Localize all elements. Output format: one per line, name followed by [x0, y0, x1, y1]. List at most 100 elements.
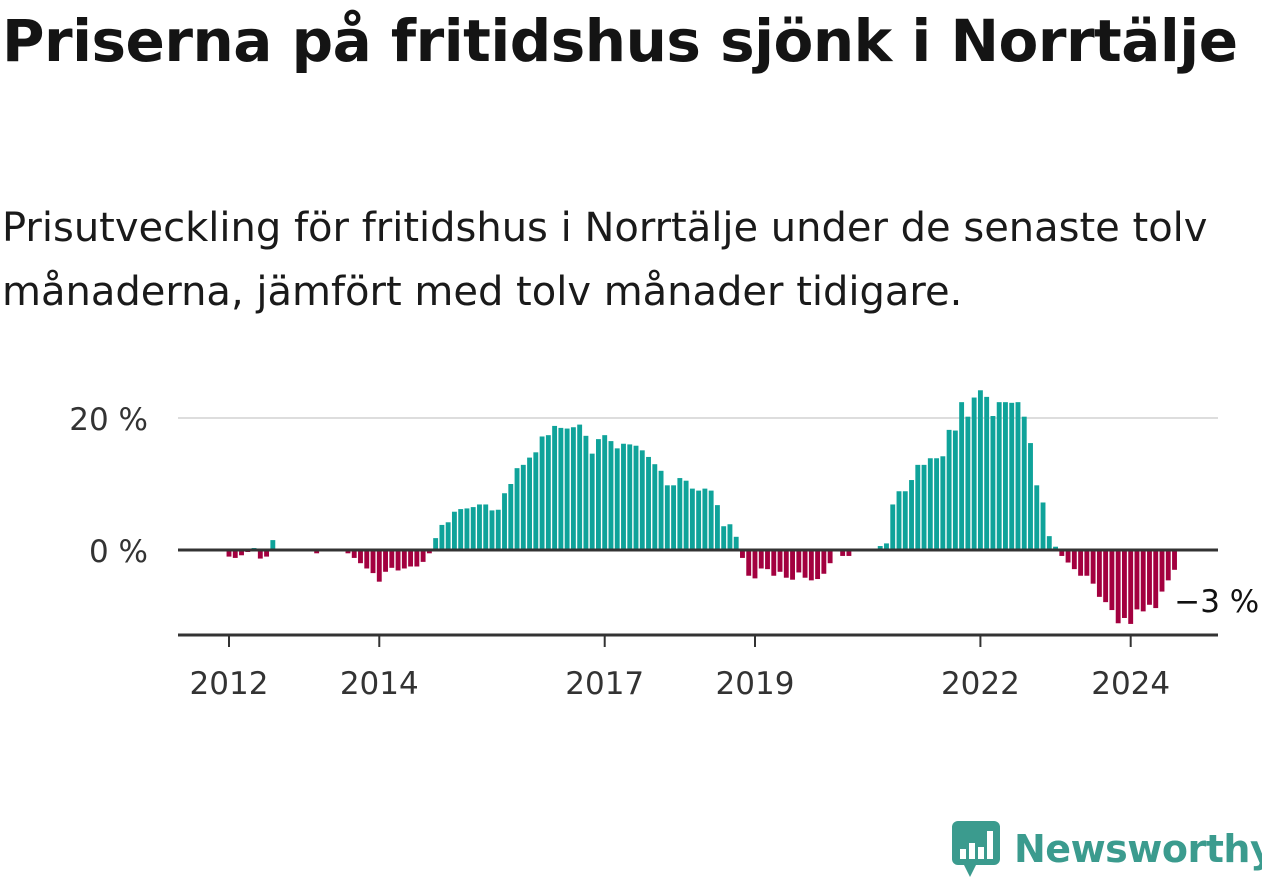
bar — [345, 550, 351, 554]
bar — [1046, 536, 1052, 550]
bar — [1115, 550, 1121, 624]
bar — [420, 550, 426, 562]
bar — [477, 504, 482, 550]
x-tick-label: 2017 — [565, 666, 644, 702]
bar — [671, 485, 677, 550]
bar — [1140, 550, 1146, 612]
bar — [808, 550, 814, 581]
bar — [977, 390, 983, 550]
bar — [433, 538, 439, 550]
bar — [239, 550, 244, 556]
bar — [408, 550, 414, 567]
y-tick-label: 20 % — [69, 402, 148, 438]
bar — [639, 450, 645, 550]
bar — [677, 478, 683, 550]
bar — [890, 504, 896, 550]
bar — [1109, 550, 1115, 611]
bar — [627, 444, 633, 550]
bar — [539, 436, 545, 550]
bar — [921, 464, 927, 550]
bar — [439, 524, 445, 550]
bar — [545, 435, 551, 550]
bar — [226, 550, 232, 557]
bar — [1021, 416, 1027, 550]
bar — [771, 550, 777, 576]
bar — [621, 443, 626, 550]
x-tick-label: 2012 — [190, 666, 269, 702]
bar — [821, 550, 827, 574]
bar — [1134, 550, 1140, 610]
bar — [596, 439, 601, 550]
bar — [1059, 550, 1065, 556]
bar — [314, 550, 320, 554]
bar-chart: 0 % 20 % 2012 2014 2017 2019 2022 2024 −3 % — [69, 390, 1260, 702]
bar — [633, 445, 639, 550]
bar — [608, 441, 614, 550]
bar — [508, 484, 514, 550]
bar — [520, 464, 526, 550]
bar — [721, 526, 727, 550]
bar — [984, 396, 990, 550]
bar — [646, 456, 651, 550]
bar — [401, 550, 407, 569]
bar — [1128, 550, 1134, 624]
bar — [1040, 502, 1046, 550]
bar — [965, 416, 971, 550]
bar — [952, 430, 958, 550]
bar — [1153, 550, 1159, 609]
bar — [1090, 550, 1096, 584]
chart-subtitle: Prisutveckling för fritidshus i Norrtälj… — [2, 205, 1208, 315]
bar — [589, 453, 595, 550]
bar — [1034, 485, 1040, 550]
bar — [270, 540, 276, 550]
bar — [752, 550, 758, 579]
bar — [1147, 550, 1152, 605]
bar — [570, 427, 576, 550]
bar — [364, 550, 370, 569]
bar — [683, 480, 689, 550]
bar — [232, 550, 238, 558]
bar — [714, 505, 720, 550]
bar — [827, 550, 833, 564]
bar — [934, 458, 940, 550]
bar — [971, 397, 977, 550]
bar — [533, 452, 539, 550]
bar — [846, 550, 852, 556]
bar — [583, 435, 589, 550]
bar — [495, 509, 501, 550]
bar — [783, 550, 789, 578]
bar — [1096, 550, 1102, 597]
bar — [746, 550, 752, 576]
bar — [1053, 546, 1058, 550]
bar — [815, 550, 821, 580]
bar — [1065, 550, 1071, 563]
bar — [1078, 550, 1084, 576]
bar — [470, 507, 476, 550]
bar — [1009, 402, 1015, 550]
bar — [1028, 443, 1033, 550]
bar — [370, 550, 376, 574]
bar — [1172, 550, 1177, 570]
bar — [946, 429, 952, 550]
bar — [552, 425, 558, 550]
bar — [996, 402, 1002, 550]
newsworthy-logo: Newsworthy — [950, 818, 1262, 880]
bar — [740, 550, 745, 558]
bar — [765, 550, 770, 570]
bar — [376, 550, 382, 582]
bar — [902, 491, 908, 550]
bar — [758, 550, 764, 569]
x-tick-label: 2014 — [340, 666, 419, 702]
bar — [915, 464, 921, 550]
bar — [927, 458, 933, 550]
bar — [451, 511, 457, 550]
bar — [796, 550, 802, 573]
bar — [733, 536, 739, 550]
bar — [840, 550, 846, 556]
bar — [727, 524, 733, 550]
bar — [1071, 550, 1077, 570]
bar — [483, 504, 489, 550]
bar — [351, 550, 357, 558]
bar — [414, 550, 420, 567]
bar — [358, 550, 363, 564]
